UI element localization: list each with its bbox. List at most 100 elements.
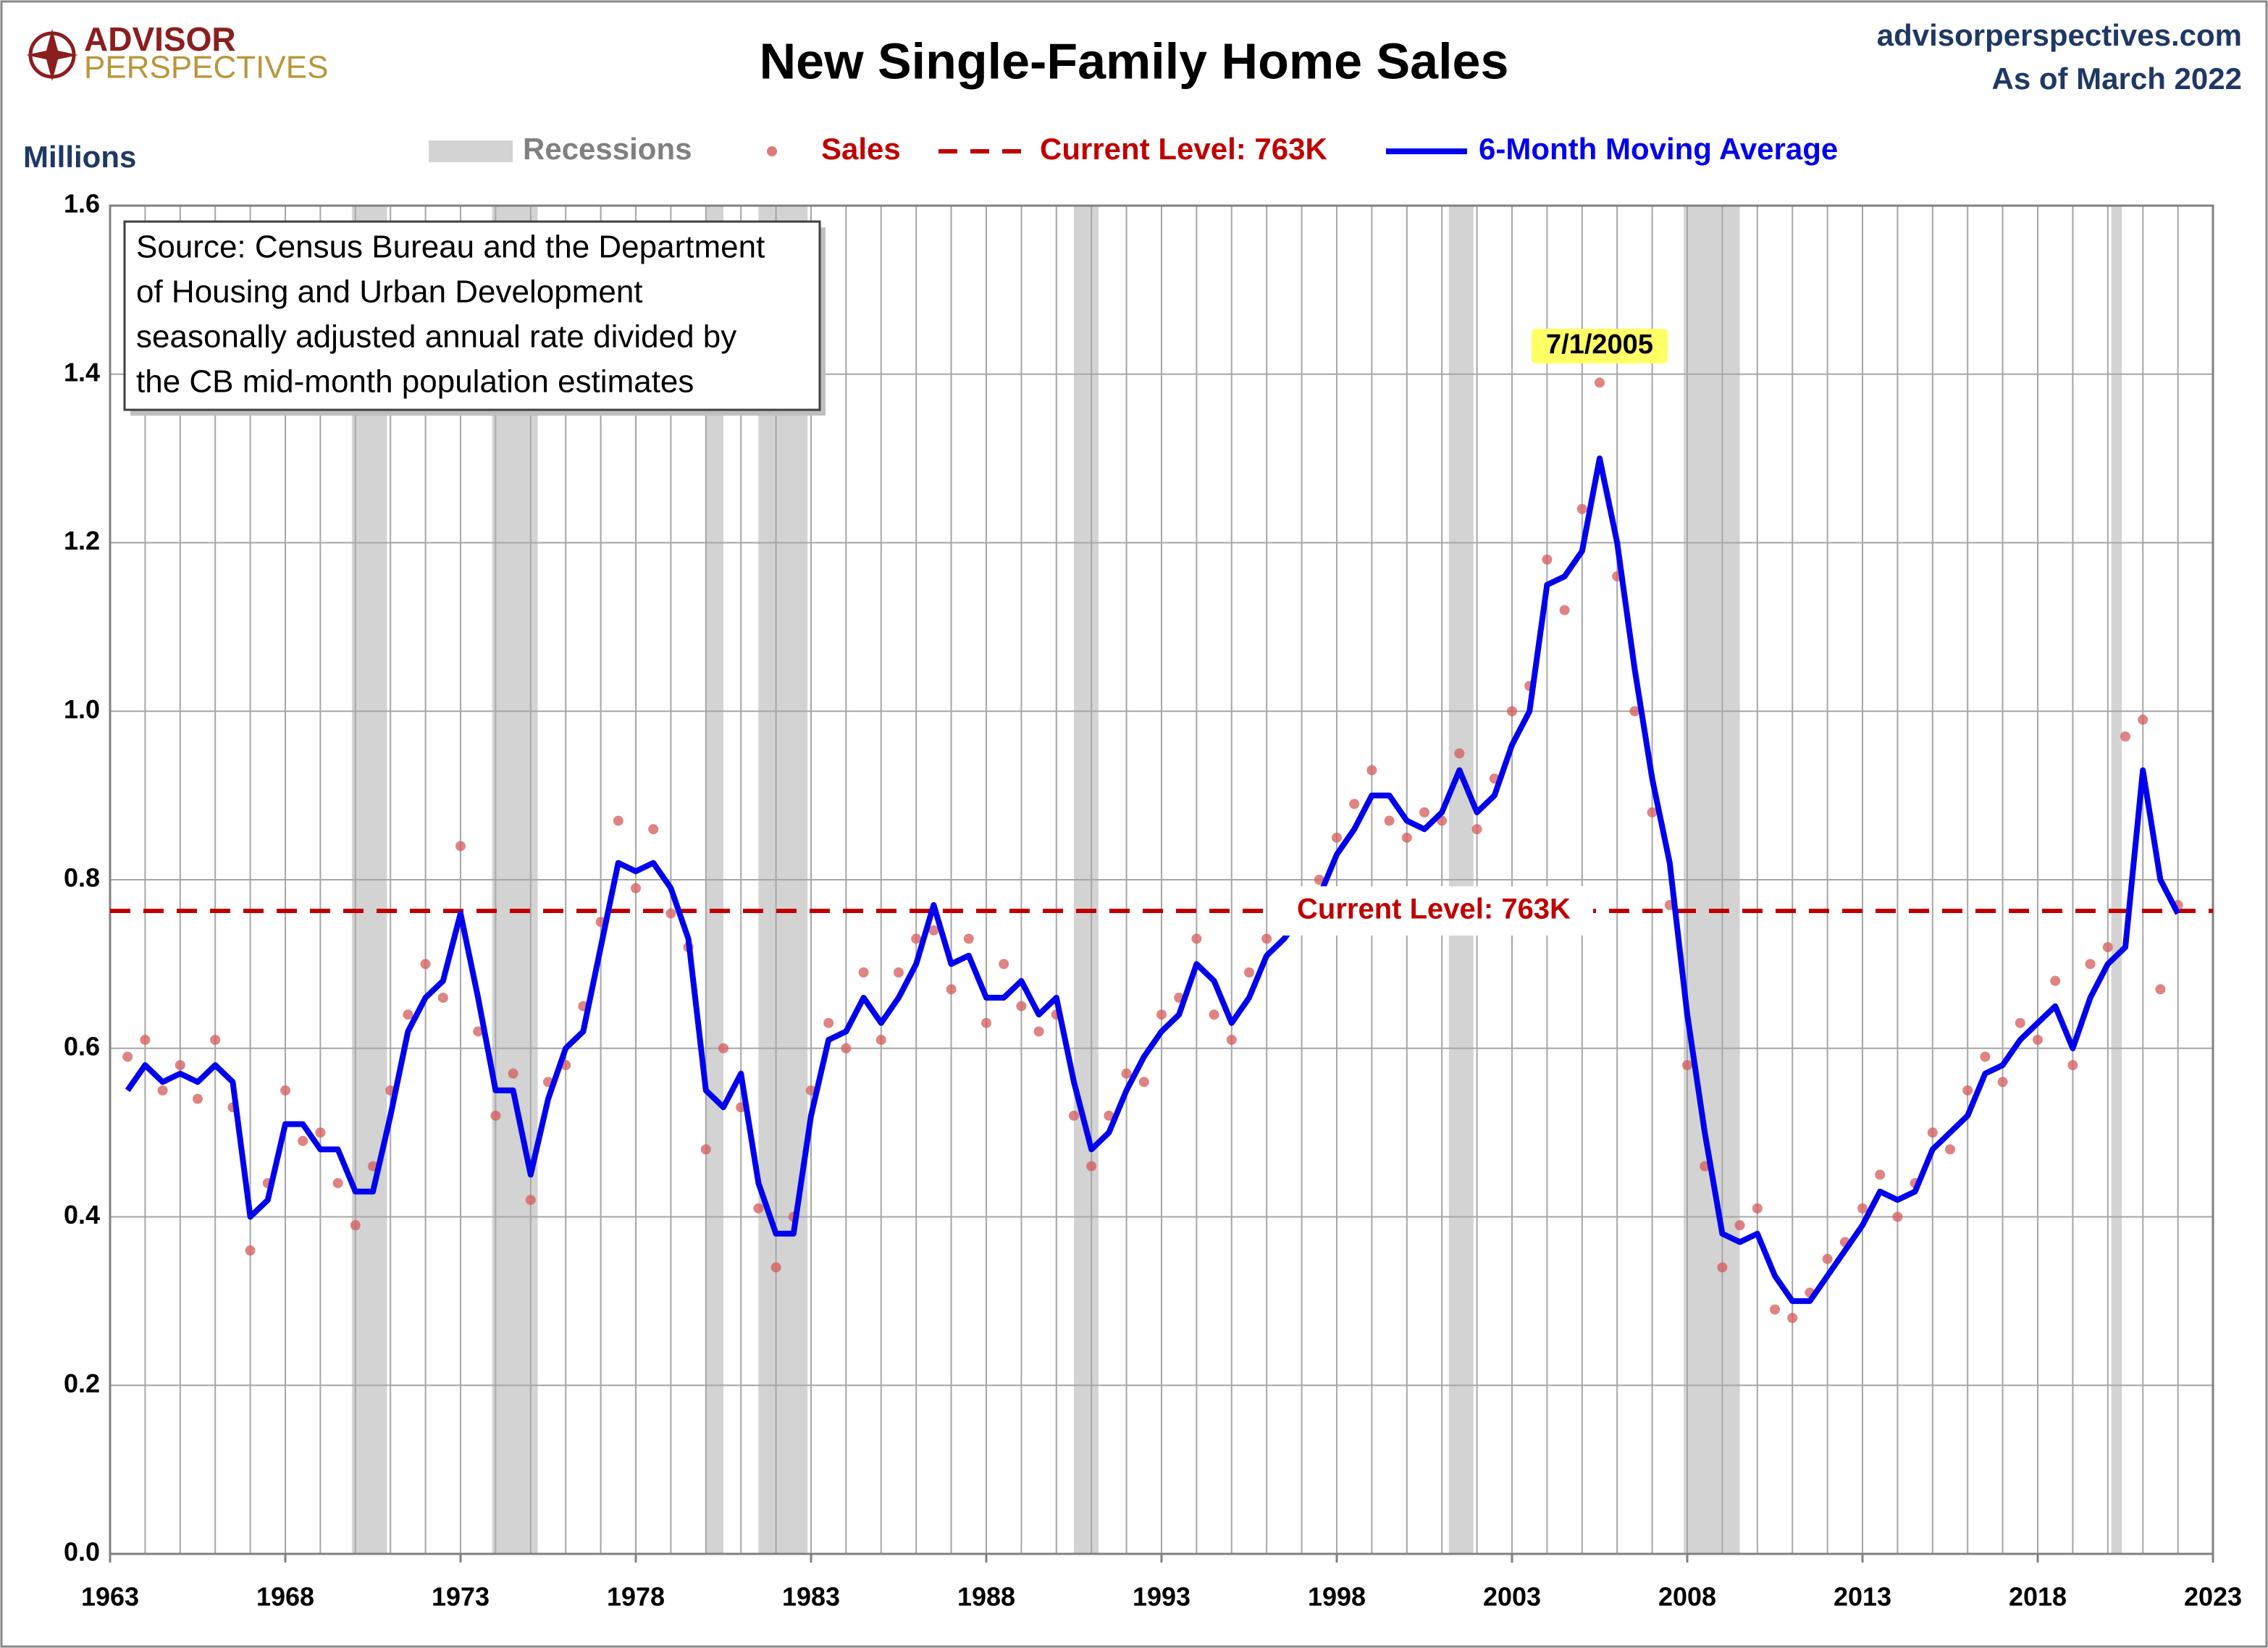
sales-point xyxy=(1559,605,1570,615)
sales-point xyxy=(525,1195,536,1206)
y-tick-label: 0.4 xyxy=(64,1200,100,1229)
sales-point xyxy=(963,933,974,944)
sales-point xyxy=(631,883,641,894)
sales-point xyxy=(1104,1110,1114,1121)
x-tick-label: 1963 xyxy=(81,1582,139,1612)
sales-point xyxy=(2067,1060,2078,1071)
sales-point xyxy=(1980,1051,1991,1062)
legend-label: Recessions xyxy=(523,132,692,166)
legend-swatch xyxy=(767,146,777,156)
sales-point xyxy=(648,824,659,835)
sales-point xyxy=(350,1220,361,1231)
sales-point xyxy=(1962,1085,1973,1096)
sales-point xyxy=(1875,1169,1886,1180)
y-tick-label: 0.0 xyxy=(64,1537,100,1567)
sales-point xyxy=(823,1017,834,1028)
legend: Recessions Sales Current Level: 763K 6-M… xyxy=(429,132,1838,166)
sales-point xyxy=(1191,933,1202,944)
chart-title: New Single-Family Home Sales xyxy=(760,33,1509,89)
sales-point xyxy=(1734,1220,1745,1231)
sales-point xyxy=(1576,503,1587,514)
sales-point xyxy=(665,908,676,919)
y-tick-label: 0.2 xyxy=(64,1369,100,1398)
sales-point xyxy=(1086,1161,1097,1172)
legend-swatch xyxy=(429,140,513,162)
sales-point xyxy=(2102,942,2113,953)
sales-point xyxy=(298,1135,308,1146)
sales-point xyxy=(1384,815,1395,826)
sales-point xyxy=(1314,875,1324,885)
sales-point xyxy=(1226,1035,1237,1046)
sales-point xyxy=(437,992,448,1003)
x-tick-label: 1983 xyxy=(782,1582,840,1612)
sales-point xyxy=(999,959,1009,970)
sales-point xyxy=(245,1245,256,1256)
sales-point xyxy=(894,967,904,978)
sales-point xyxy=(1945,1144,1955,1155)
y-axis-label: Millions xyxy=(23,140,136,174)
sales-point xyxy=(1629,706,1640,717)
sales-point xyxy=(1770,1304,1780,1315)
sales-point xyxy=(1752,1203,1763,1214)
y-tick-label: 1.6 xyxy=(64,189,100,219)
sales-point xyxy=(1997,1077,2008,1088)
sales-point xyxy=(1244,967,1254,978)
peak-label: 7/1/2005 xyxy=(1546,329,1653,360)
sales-point xyxy=(1069,1110,1079,1121)
sales-point xyxy=(140,1035,151,1046)
sales-point xyxy=(403,1009,413,1020)
current-level-label: Current Level: 763K xyxy=(1297,894,1571,925)
y-tick-label: 1.4 xyxy=(64,357,100,387)
sales-point xyxy=(1349,799,1360,810)
x-tick-label: 1988 xyxy=(957,1582,1015,1612)
y-tick-label: 1.0 xyxy=(64,694,100,724)
sales-point xyxy=(1121,1068,1132,1079)
sales-point xyxy=(332,1177,343,1188)
sales-point xyxy=(718,1043,728,1054)
sales-point xyxy=(1332,832,1342,843)
legend-label: Sales xyxy=(821,132,901,166)
logo-text: ADVISOR xyxy=(84,20,236,58)
as-of: As of March 2022 xyxy=(1992,62,2242,96)
sales-point xyxy=(210,1035,221,1046)
sales-point xyxy=(613,815,623,826)
sales-point xyxy=(157,1085,168,1096)
sales-point xyxy=(770,1262,781,1273)
sales-point xyxy=(1033,1026,1044,1037)
sales-point xyxy=(193,1093,203,1104)
x-tick-label: 1993 xyxy=(1133,1582,1190,1612)
sales-point xyxy=(1471,824,1482,835)
y-tick-label: 0.6 xyxy=(64,1031,100,1061)
sales-point xyxy=(1682,1060,1692,1071)
moving-average-line xyxy=(125,455,2181,1304)
sales-point xyxy=(1156,1009,1167,1020)
sales-point xyxy=(1366,765,1377,775)
sales-point xyxy=(1209,1009,1219,1020)
sales-point xyxy=(315,1127,326,1138)
sales-point xyxy=(2050,975,2061,986)
sales-point xyxy=(981,1017,991,1028)
sales-point xyxy=(1892,1211,1903,1222)
y-tick-label: 1.2 xyxy=(64,526,100,555)
sales-point xyxy=(928,925,939,936)
sales-point xyxy=(1787,1313,1798,1324)
sales-point xyxy=(1595,377,1605,388)
source-text: Source: Census Bureau and the Department xyxy=(136,230,765,265)
sales-point xyxy=(1542,554,1553,565)
y-tick-label: 0.8 xyxy=(64,863,100,893)
sales-point xyxy=(2085,959,2096,970)
legend-label: Current Level: 763K xyxy=(1040,132,1327,166)
x-tick-label: 2013 xyxy=(1834,1582,1891,1612)
logo-text: PERSPECTIVES xyxy=(84,50,328,85)
annotation-bg xyxy=(1532,329,1668,363)
sales-point xyxy=(875,1035,886,1046)
x-tick-label: 1998 xyxy=(1308,1582,1366,1612)
sales-point xyxy=(2120,731,2130,742)
source-text: seasonally adjusted annual rate divided … xyxy=(136,319,736,355)
x-tick-label: 2008 xyxy=(1658,1582,1716,1612)
source-frame xyxy=(123,220,821,411)
source-text: the CB mid-month population estimates xyxy=(136,364,694,400)
sales-point xyxy=(700,1144,711,1155)
sales-point xyxy=(1857,1203,1868,1214)
sales-point xyxy=(2015,1017,2025,1028)
